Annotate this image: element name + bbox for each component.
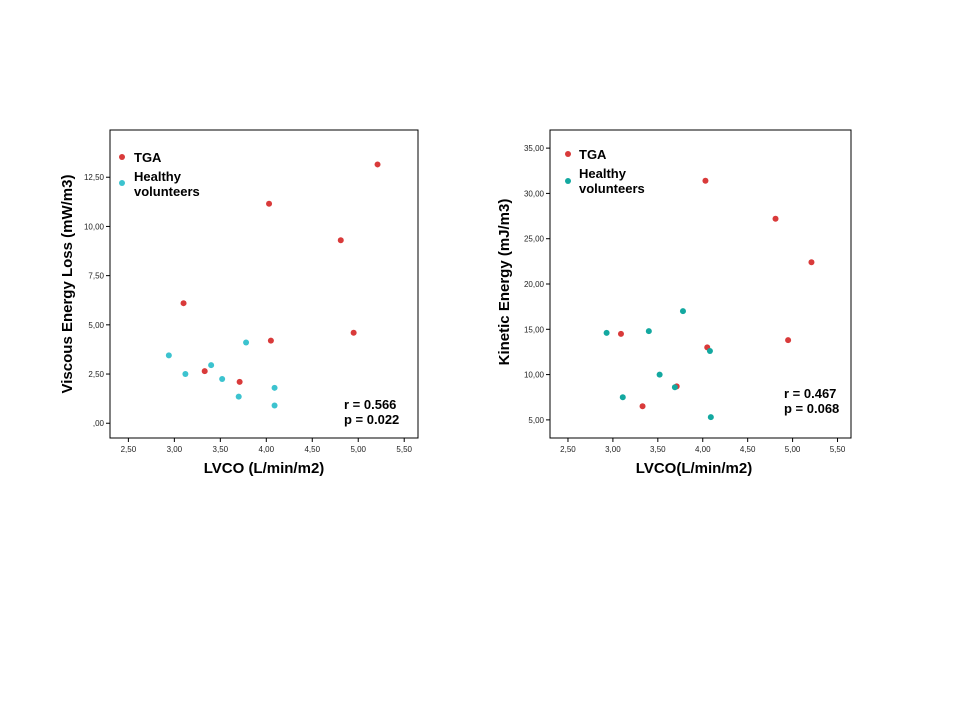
y-tick-label: 15,00 [524, 325, 545, 334]
x-tick-label: 2,50 [560, 445, 576, 454]
x-tick-label: 2,50 [121, 445, 137, 454]
tga-point [180, 300, 187, 307]
tga-point [236, 378, 243, 385]
legend-label-tga: TGA [134, 150, 162, 165]
tga-point [374, 161, 381, 168]
p-value: p = 0.068 [784, 401, 839, 416]
healthy-point [235, 393, 242, 400]
x-axis-ticks: 2,50 3,00 3,50 4,00 4,50 5,00 5,50 [560, 438, 846, 454]
y-tick-label: 35,00 [524, 144, 545, 153]
y-axis-title: Kinetic Energy (mJ/m3) [496, 199, 513, 366]
healthy-point [271, 402, 278, 409]
y-tick-label: 12,50 [84, 173, 105, 182]
healthy-point [603, 329, 610, 336]
x-tick-label: 3,00 [167, 445, 183, 454]
tga-point [350, 329, 357, 336]
correlation-r: r = 0.467 [784, 386, 836, 401]
x-tick-label: 3,50 [650, 445, 666, 454]
y-tick-label: 10,00 [524, 371, 545, 380]
p-value: p = 0.022 [344, 412, 399, 427]
tga-point [639, 403, 646, 410]
correlation-r: r = 0.566 [344, 397, 396, 412]
y-axis-ticks: 5,00 10,00 15,00 20,00 25,00 30,00 35,00 [524, 144, 550, 425]
plot-frame [109, 129, 419, 439]
x-tick-label: 5,50 [830, 445, 846, 454]
y-tick-label: 7,50 [88, 272, 104, 281]
healthy-point [619, 394, 626, 401]
data-points [165, 161, 381, 409]
x-tick-label: 4,50 [304, 445, 320, 454]
x-tick-label: 4,00 [695, 445, 711, 454]
y-tick-label: 30,00 [524, 189, 545, 198]
legend-marker-healthy [565, 178, 571, 184]
healthy-point [219, 375, 226, 382]
plot-frame [549, 129, 852, 439]
healthy-point [706, 348, 713, 355]
legend-marker-tga [565, 151, 571, 157]
x-tick-label: 4,50 [740, 445, 756, 454]
y-tick-label: 5,00 [88, 321, 104, 330]
legend: TGA Healthy volunteers [565, 147, 645, 196]
legend-label-healthy: volunteers [579, 181, 645, 196]
healthy-point [707, 414, 714, 421]
legend-label-tga: TGA [579, 147, 607, 162]
tga-point [266, 200, 273, 207]
tga-point [617, 330, 624, 337]
x-tick-label: 5,00 [785, 445, 801, 454]
legend-label-healthy: volunteers [134, 184, 200, 199]
legend-marker-healthy [119, 180, 125, 186]
y-tick-label: 10,00 [84, 222, 105, 231]
x-tick-label: 5,50 [396, 445, 412, 454]
healthy-point [182, 371, 189, 378]
x-tick-label: 5,00 [350, 445, 366, 454]
y-tick-label: 5,00 [528, 416, 544, 425]
kinetic-energy-chart: 5,00 10,00 15,00 20,00 25,00 30,00 35,00 2,50 3… [496, 129, 852, 477]
x-axis-title: LVCO (L/min/m2) [204, 460, 325, 477]
y-axis-title: Viscous Energy Loss (mW/m3) [59, 175, 76, 394]
viscous-energy-chart: ,00 2,50 5,00 7,50 10,00 12,50 2,50 3,00 3,50 4,… [59, 129, 419, 477]
legend-marker-tga [119, 154, 125, 160]
y-tick-label: 2,50 [88, 370, 104, 379]
y-tick-label: ,00 [93, 419, 105, 428]
healthy-point [656, 371, 663, 378]
x-axis-title: LVCO(L/min/m2) [636, 460, 752, 477]
tga-point [772, 215, 779, 222]
healthy-point [645, 328, 652, 335]
tga-point [808, 259, 815, 266]
tga-point [702, 177, 709, 184]
healthy-point [243, 339, 250, 346]
healthy-point [271, 384, 278, 391]
tga-point [337, 237, 344, 244]
tga-point [267, 337, 274, 344]
legend-label-healthy: Healthy [134, 169, 182, 184]
data-points [603, 177, 815, 421]
x-tick-label: 3,50 [213, 445, 229, 454]
healthy-point [671, 384, 678, 391]
x-tick-label: 4,00 [259, 445, 275, 454]
x-axis-ticks: 2,50 3,00 3,50 4,00 4,50 5,00 5,50 [121, 438, 413, 454]
y-axis-ticks: ,00 2,50 5,00 7,50 10,00 12,50 [84, 173, 110, 428]
x-tick-label: 3,00 [605, 445, 621, 454]
tga-point [201, 368, 208, 375]
legend-label-healthy: Healthy [579, 166, 627, 181]
healthy-point [165, 352, 172, 359]
y-tick-label: 25,00 [524, 235, 545, 244]
tga-point [785, 337, 792, 344]
healthy-point [208, 362, 215, 369]
legend: TGA Healthy volunteers [119, 150, 200, 199]
healthy-point [679, 308, 686, 315]
y-tick-label: 20,00 [524, 280, 545, 289]
